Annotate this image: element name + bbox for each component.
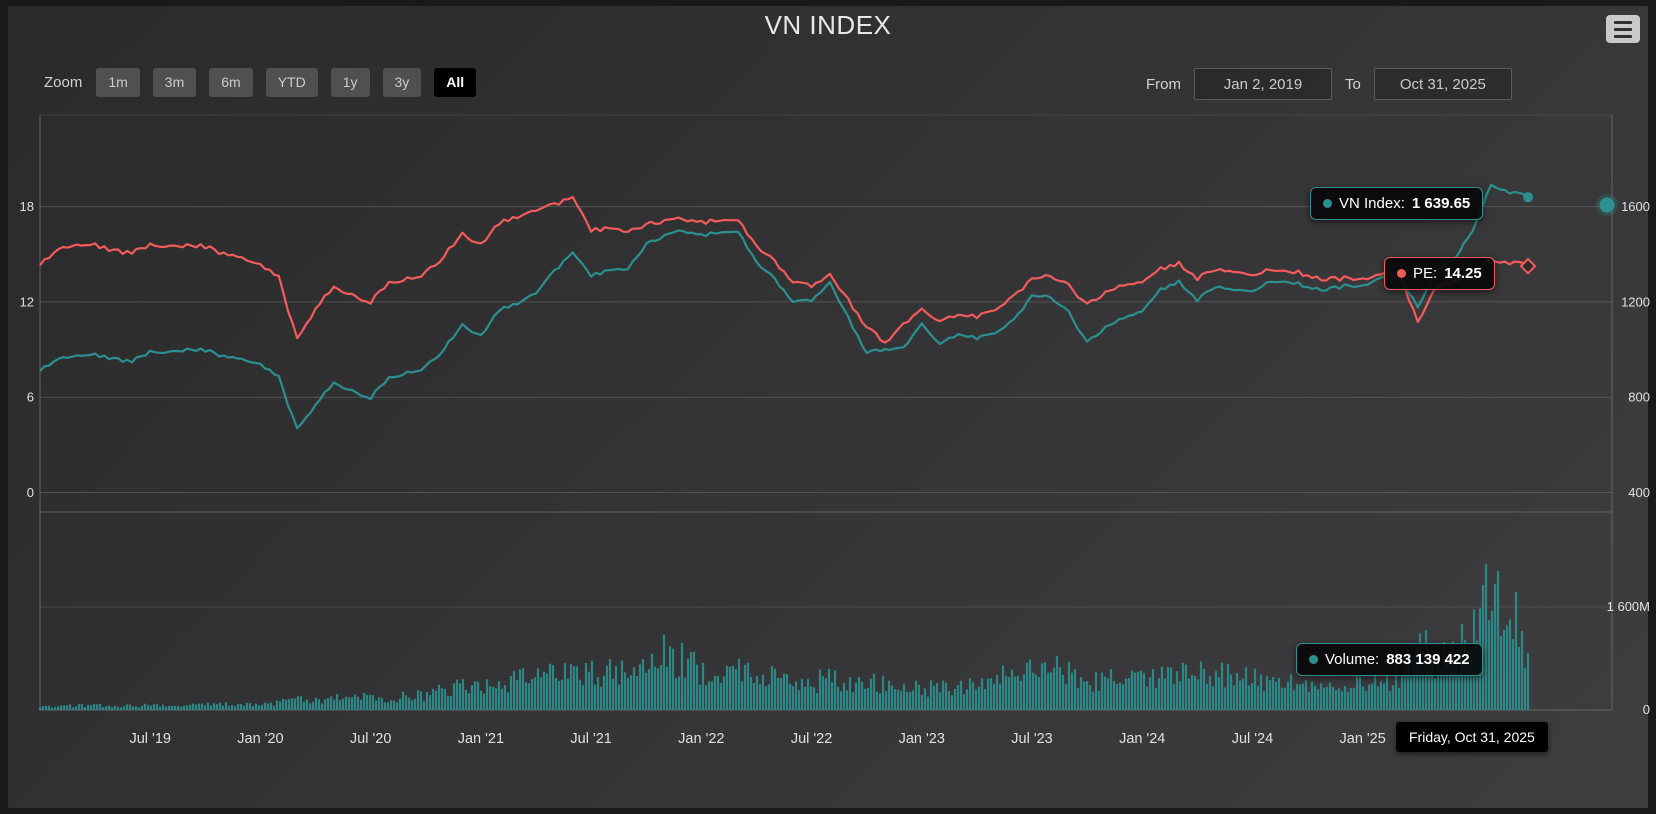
- tooltip-volume-value: 883 139 422: [1386, 651, 1470, 668]
- chart-title: VN INDEX: [764, 10, 892, 40]
- tooltip-date: Friday, Oct 31, 2025: [1396, 722, 1548, 752]
- axis-label: Jan '25: [1340, 731, 1386, 747]
- vn-index-point-marker: [1523, 192, 1533, 203]
- axis-label: 1 600M: [1607, 599, 1650, 614]
- tooltip-vn-label: VN Index:: [1339, 195, 1405, 212]
- range-selector: Zoom 1m 3m 6m YTD 1y 3y All: [44, 68, 477, 97]
- volume-series: [38, 564, 1530, 710]
- axis-label: 0: [1643, 702, 1650, 717]
- pe-point-marker-diamond: [1519, 257, 1537, 275]
- tooltip-vn-index: VN Index: 1 639.65: [1310, 187, 1484, 220]
- zoom-label: Zoom: [44, 73, 83, 91]
- tooltip-vn-value: 1 639.65: [1411, 195, 1471, 212]
- tooltip-volume: Volume: 883 139 422: [1296, 643, 1483, 676]
- axis-label: Jan '20: [237, 731, 283, 747]
- tooltip-pe-value: 14.25: [1444, 265, 1482, 282]
- zoom-button-3m[interactable]: 3m: [152, 68, 197, 97]
- axis-label: Jul '22: [791, 731, 832, 747]
- hamburger-menu-icon: [1614, 20, 1632, 24]
- axes: 18 12 6 0 1600 1200 800 400 1 600M 0 Jul '19 Jan '2…: [20, 199, 1650, 747]
- axis-label: Jul '23: [1011, 731, 1052, 747]
- vn-index-series: [39, 183, 1529, 430]
- to-label: To: [1345, 75, 1361, 93]
- axis-label: Jan '21: [458, 731, 504, 747]
- zoom-buttons: 1m 3m 6m YTD 1y 3y All: [96, 68, 477, 97]
- tooltip-pe: PE: 14.25: [1384, 257, 1495, 290]
- pe-series-dot-icon: [1397, 269, 1406, 278]
- zoom-button-all[interactable]: All: [434, 68, 477, 97]
- zoom-button-6m[interactable]: 6m: [209, 68, 253, 97]
- axis-label: Jul '21: [570, 731, 611, 747]
- axis-label: Jan '23: [899, 731, 945, 747]
- tooltip-volume-label: Volume:: [1325, 651, 1380, 668]
- zoom-button-ytd[interactable]: YTD: [265, 68, 318, 97]
- axis-label: 6: [27, 390, 34, 405]
- date-range-selector: From To: [1146, 68, 1512, 100]
- axis-label: Jan '22: [678, 731, 724, 747]
- axis-label: 800: [1628, 390, 1650, 405]
- axis-label: 400: [1628, 485, 1650, 500]
- axis-label: Jul '20: [350, 731, 391, 747]
- vn-index-series-dot-icon: [1323, 199, 1332, 208]
- from-label: From: [1146, 75, 1181, 93]
- axis-label: 12: [20, 294, 34, 309]
- axis-label: 0: [27, 485, 34, 500]
- pe-series: [39, 195, 1529, 344]
- axis-label: Jan '24: [1119, 731, 1165, 747]
- series: [38, 183, 1618, 710]
- to-date-input[interactable]: [1373, 68, 1512, 100]
- zoom-button-1y[interactable]: 1y: [330, 68, 370, 97]
- tooltip-pe-label: PE:: [1413, 265, 1438, 282]
- zoom-button-1m[interactable]: 1m: [96, 68, 140, 97]
- zoom-button-3y[interactable]: 3y: [382, 68, 422, 97]
- axis-label: Jul '24: [1232, 731, 1273, 747]
- axis-label: 1600: [1621, 199, 1650, 214]
- from-date-input[interactable]: [1194, 68, 1332, 100]
- edge-marker: [1599, 197, 1615, 213]
- export-menu-button[interactable]: [1606, 15, 1640, 43]
- axis-label: Jul '19: [129, 731, 170, 747]
- axis-label: 1200: [1621, 294, 1650, 309]
- volume-series-dot-icon: [1309, 655, 1318, 664]
- axis-label: 18: [20, 199, 34, 214]
